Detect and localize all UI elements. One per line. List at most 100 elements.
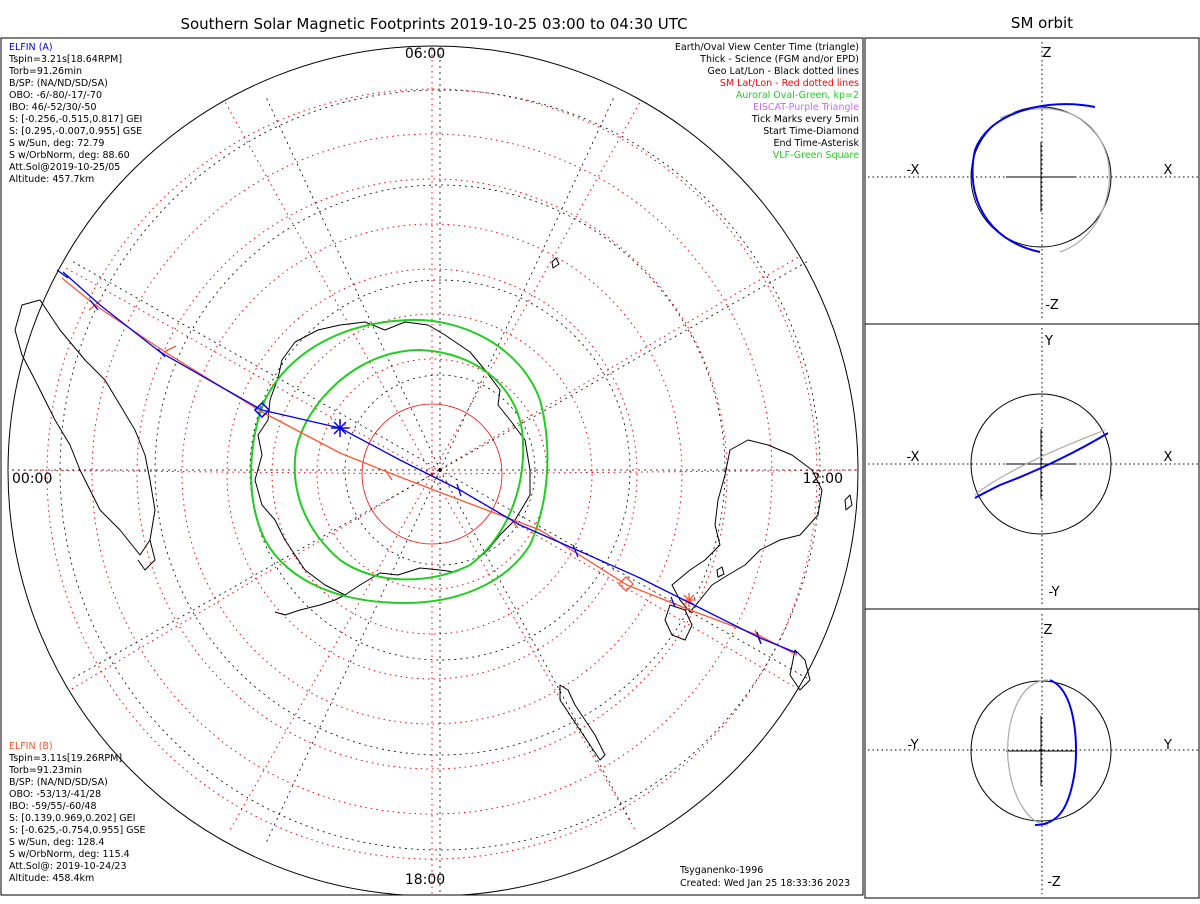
globe-disc (7, 45, 859, 895)
legend-entry: End Time-Asterisk (773, 138, 859, 149)
sm-lat-circle (226, 268, 638, 680)
orbit-blue-arc (971, 103, 1096, 253)
elfin-b-line: S w/Sun, deg: 128.4 (9, 837, 104, 848)
elfin-b-line: Altitude: 458.4km (9, 873, 94, 884)
orbit-panel-xy: Y -Y -X X (868, 328, 1198, 605)
orbit-blue-arc (974, 432, 1109, 499)
geo-meridian (264, 469, 441, 846)
sm-lat-circle (136, 178, 728, 770)
sm-lat-circle (91, 133, 773, 815)
elfin-a-line: IBO: 46/-52/30/-50 (9, 102, 97, 113)
panel3-top: Z (1044, 623, 1053, 638)
orbit-gray-arc (999, 108, 1110, 253)
legend-entry: EISCAT-Purple Triangle (753, 102, 859, 113)
elfin-a-line: OBO: -6/-80/-17/-70 (9, 90, 102, 101)
auroral-oval-outer (250, 318, 549, 605)
antarctica-coast (254, 321, 531, 596)
elfin-b-path (61, 277, 798, 656)
geo-meridian (69, 469, 441, 681)
geo-lat-circle (154, 184, 726, 756)
elfin-b-start-diamond (618, 576, 634, 592)
clock-label-bottom: 18:00 (405, 872, 445, 888)
legend-entry: Thick - Science (FGM and/or EPD) (699, 54, 859, 65)
elfin-b-line: Att.Sol@: 2019-10-24/23 (9, 861, 127, 872)
elfin-b-line: Tspin=3.11s[19.26RPM] (8, 753, 122, 764)
panel1-top: Z (1043, 46, 1052, 61)
tasmania (664, 604, 693, 641)
orbit-panel-1-frame (864, 37, 1200, 325)
polar-map: 06:00 00:00 12:00 18:00 (7, 45, 859, 895)
elfin-b-tick (384, 469, 393, 481)
elfin-a-path (62, 271, 798, 654)
elfin-b-line: S: [-0.625,-0.754,0.955] GSE (9, 825, 146, 836)
orbit-panel-2-frame (864, 323, 1200, 610)
elfin-b-tick (88, 299, 102, 311)
australia (671, 439, 823, 613)
south-america (14, 299, 156, 556)
orbit-gray-arc (1007, 679, 1049, 826)
sm-lat-circle (46, 88, 818, 860)
panel1-bottom: -Z (1045, 298, 1059, 313)
elfin-a-end-asterisk (331, 419, 349, 437)
antarctic-peninsula (274, 594, 346, 616)
south-america-tip (137, 539, 156, 571)
sm-meridian (65, 267, 433, 475)
elfin-b-label: ELFIN (B) (9, 741, 53, 752)
legend-entry: VLF-Green Square (773, 150, 859, 161)
elfin-a-tick (756, 631, 762, 645)
island (716, 566, 725, 578)
sm-grid (7, 49, 859, 895)
orbit-panel-3-frame (864, 608, 1200, 899)
panel2-left: -X (907, 450, 920, 465)
elfin-a-tick (456, 483, 462, 497)
elfin-b-tick (163, 345, 177, 353)
elfin-a-tick (572, 544, 579, 558)
legend: Earth/Oval View Center Time (triangle) T… (675, 42, 860, 161)
orbit-blue-arc (1034, 679, 1077, 826)
elfin-a-track (56, 269, 798, 654)
elfin-a-line: Torb=91.26min (8, 66, 82, 77)
sm-meridian (229, 473, 433, 831)
geo-lat-circle (344, 374, 536, 566)
geo-meridian (69, 259, 441, 471)
geo-meridian (439, 259, 811, 471)
elfin-b-line: B/SP: (NA/ND/SD/SA) (9, 777, 108, 788)
elfin-b-line: IBO: -59/55/-60/48 (9, 801, 97, 812)
legend-entry: Start Time-Diamond (763, 126, 859, 137)
sm-lat-circle (361, 403, 503, 545)
auroral-ovals (250, 318, 549, 605)
clock-label-left: 00:00 (12, 471, 52, 487)
panel3-bottom: -Z (1047, 875, 1061, 890)
elfin-b-line: S: [0.139,0.969,0.202] GEI (9, 813, 135, 824)
elfin-a-line: Altitude: 457.7km (9, 174, 94, 185)
elfin-a-line: S w/Sun, deg: 72.79 (9, 138, 104, 149)
map-frame (0, 37, 864, 896)
panel2-top: Y (1044, 334, 1053, 349)
elfin-a-label: ELFIN (A) (9, 42, 53, 53)
panel3-right: Y (1163, 738, 1172, 753)
geo-meridian (439, 469, 631, 821)
elfin-a-line: Tspin=3.21s[18.64RPM] (8, 54, 122, 65)
legend-entry: SM Lat/Lon - Red dotted lines (720, 78, 859, 89)
elfin-a-tick (157, 348, 166, 358)
geo-lat-circle (249, 279, 631, 661)
clock-label-top: 06:00 (405, 46, 445, 62)
clock-label-right: 12:00 (803, 471, 843, 487)
elfin-b-line: Torb=91.23min (8, 765, 82, 776)
sm-meridian (69, 473, 433, 691)
geo-meridian (439, 94, 616, 471)
panel1-right: X (1164, 163, 1173, 178)
elfin-a-start-diamond (253, 401, 271, 419)
auroral-oval-inner (293, 348, 525, 581)
geo-meridian (264, 94, 441, 471)
created-label: Created: Wed Jan 25 18:33:36 2023 (680, 878, 850, 889)
elfin-a-info: ELFIN (A) Tspin=3.21s[18.64RPM] Torb=91.… (8, 42, 142, 185)
new-zealand (559, 684, 606, 761)
island (551, 257, 560, 269)
orbit-panel-xz: Z -Z -X X (868, 42, 1198, 320)
geo-meridian (439, 469, 811, 681)
orbit-gray-arc (974, 429, 1106, 496)
panel2-bottom: -Y (1048, 585, 1059, 600)
